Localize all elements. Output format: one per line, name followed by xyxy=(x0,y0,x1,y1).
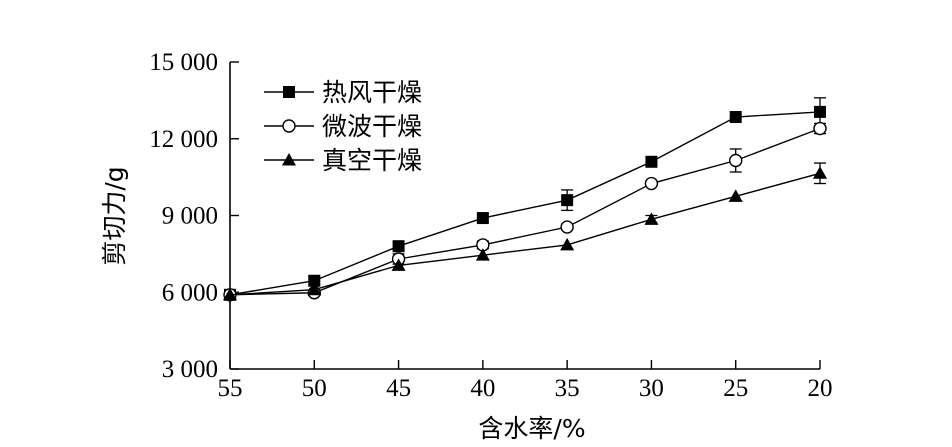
legend-marker xyxy=(283,86,295,98)
axes xyxy=(229,62,820,370)
series-line xyxy=(229,127,821,296)
y-tick-label: 3 000 xyxy=(162,356,218,383)
legend-label: 真空干燥 xyxy=(322,146,422,175)
x-tick-label: 30 xyxy=(639,375,664,402)
series-3 xyxy=(223,162,827,301)
x-axis-title: 含水率/% xyxy=(478,414,585,443)
data-point xyxy=(813,166,827,179)
data-point xyxy=(476,212,489,225)
data-point xyxy=(813,121,827,136)
legend-label: 热风干燥 xyxy=(322,78,422,107)
legend-item: 真空干燥 xyxy=(264,146,422,175)
y-ticks: 3 000 6 000 9 000 12 000 15 000 xyxy=(149,49,239,383)
data-point xyxy=(645,155,658,168)
data-point xyxy=(307,282,322,296)
series-2 xyxy=(223,121,827,302)
series-line xyxy=(229,111,821,296)
x-ticks: 55 50 45 40 35 30 25 20 xyxy=(218,360,833,402)
data-point xyxy=(729,153,743,168)
data-point xyxy=(814,105,826,118)
x-tick-label: 40 xyxy=(470,375,495,402)
y-tick-label: 6 000 xyxy=(162,279,218,306)
data-point xyxy=(560,220,574,234)
y-tick-label: 15 000 xyxy=(149,49,218,76)
data-point xyxy=(475,248,490,261)
legend-item: 微波干燥 xyxy=(264,112,422,141)
y-tick-label: 12 000 xyxy=(149,126,218,153)
data-point xyxy=(728,189,743,202)
series-line xyxy=(229,172,821,296)
x-tick-label: 45 xyxy=(386,375,411,402)
x-tick-label: 25 xyxy=(723,375,748,402)
series-layer xyxy=(223,97,827,302)
x-tick-label: 50 xyxy=(302,375,327,402)
x-tick-label: 20 xyxy=(808,375,833,402)
data-point xyxy=(391,258,406,271)
y-axis-title: 剪切力/g xyxy=(100,166,129,265)
legend-marker xyxy=(282,119,296,133)
data-point xyxy=(223,287,237,301)
data-point xyxy=(392,240,405,253)
y-tick-label: 9 000 xyxy=(162,203,218,230)
data-point xyxy=(644,176,659,191)
legend-label: 微波干燥 xyxy=(322,112,422,141)
x-tick-label: 55 xyxy=(218,375,243,402)
data-point xyxy=(729,111,742,124)
data-point xyxy=(560,237,575,251)
legend-marker xyxy=(282,153,296,166)
x-tick-label: 35 xyxy=(555,375,580,402)
data-point xyxy=(561,194,574,207)
legend-item: 热风干燥 xyxy=(264,78,422,107)
data-point xyxy=(308,274,321,287)
data-point xyxy=(644,212,659,225)
